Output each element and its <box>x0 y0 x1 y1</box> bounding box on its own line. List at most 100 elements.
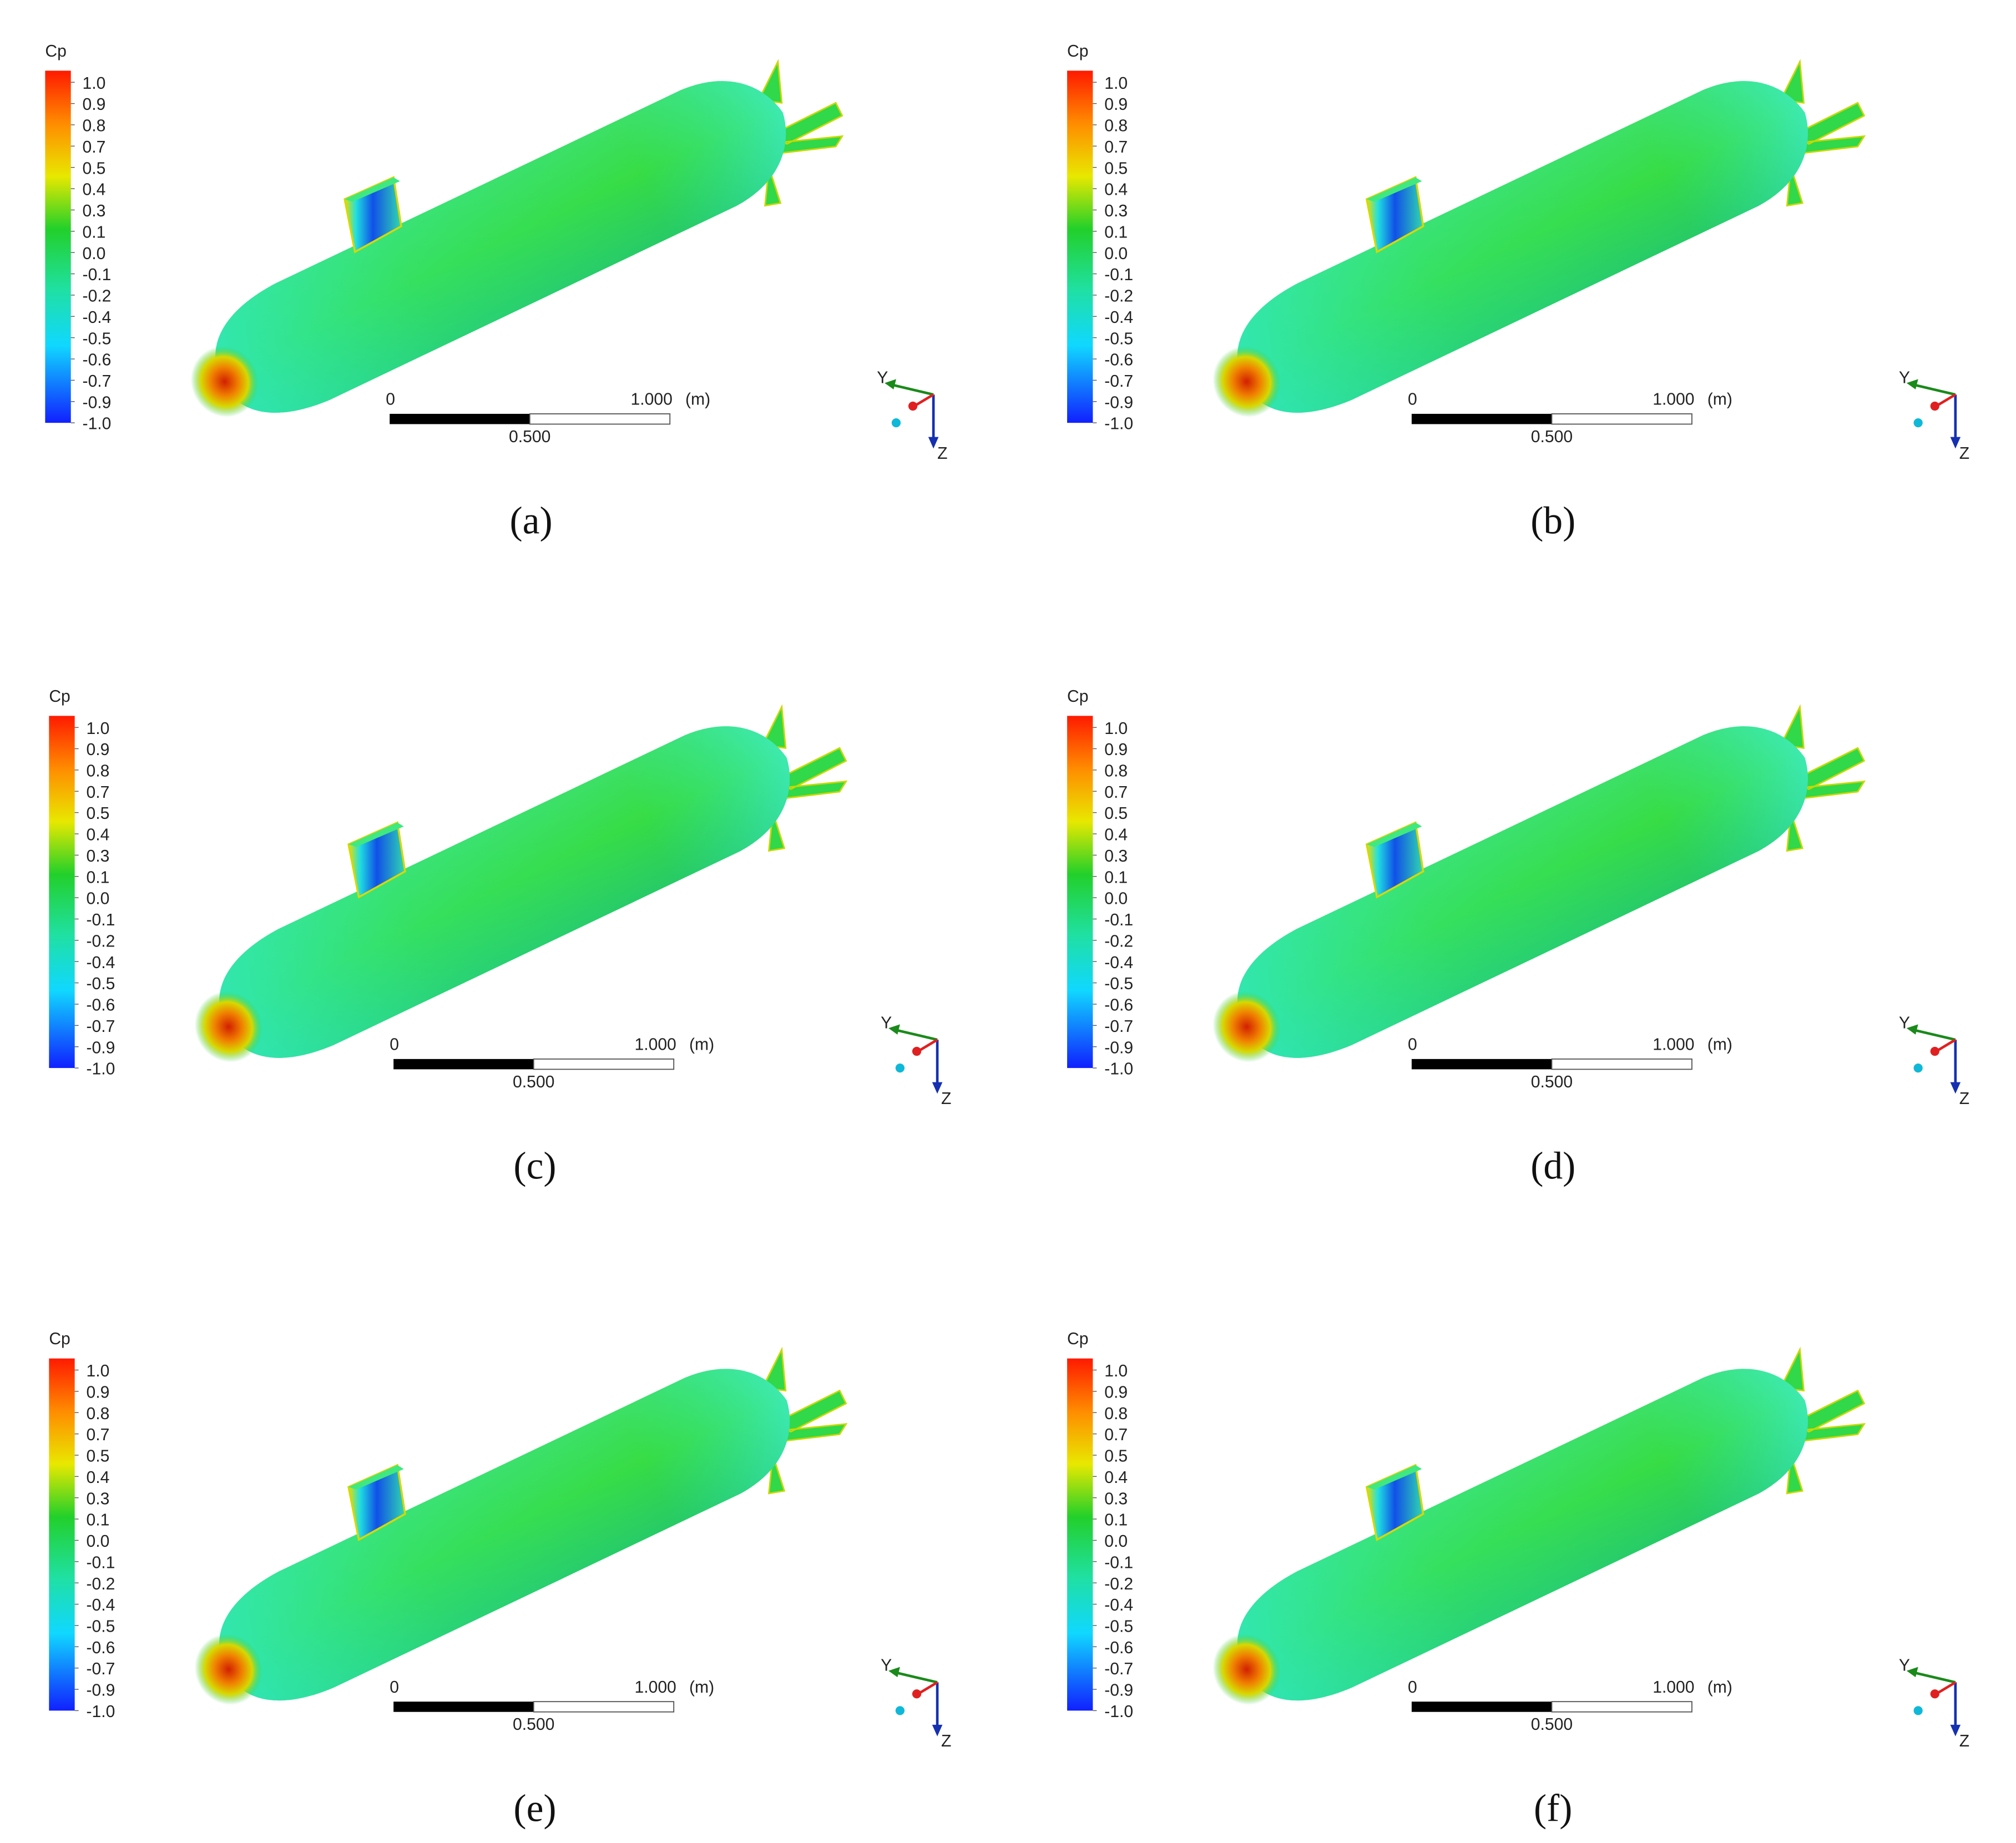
colorbar-label: 0.4 <box>1104 826 1128 844</box>
scale-bar-white <box>529 413 671 425</box>
colorbar-label: 0.4 <box>83 181 106 199</box>
submarine <box>190 59 844 417</box>
colorbar-title: Cp <box>1067 42 1089 60</box>
colorbar-label: 0.8 <box>83 117 106 135</box>
axis-z-head <box>1950 437 1961 449</box>
submarine <box>194 1346 848 1705</box>
axis-y <box>1911 383 1956 396</box>
colorbar-label: -0.7 <box>87 1660 115 1678</box>
scale-start: 0 <box>386 391 395 409</box>
colorbar <box>1067 1358 1093 1711</box>
axis-y-head <box>1906 379 1918 389</box>
caption: (a) <box>509 499 552 542</box>
axis-z-head <box>1950 1724 1961 1736</box>
scale-middle: 0.500 <box>513 1073 554 1091</box>
colorbar-label: -0.6 <box>1104 996 1133 1015</box>
origin-dot <box>895 1063 905 1073</box>
colorbar-label: -1.0 <box>87 1703 115 1721</box>
colorbar-label: 0.0 <box>87 1532 110 1551</box>
panel: Cp 1.0 0.9 0.8 0.7 0.5 0.4 0.3 0.1 0.0 -0.1 -0.2 -0.… <box>1067 1330 1969 1830</box>
panel: Cp 1.0 0.9 0.8 0.7 0.5 0.4 0.3 0.1 0.0 -0.1 -0.2 -0.… <box>49 1330 951 1830</box>
colorbar-label: 0.1 <box>87 1511 110 1530</box>
colorbar-label: -0.6 <box>1104 1639 1133 1657</box>
colorbar-label: -0.6 <box>83 351 112 369</box>
colorbar-label: 0.5 <box>87 1447 110 1466</box>
caption: (e) <box>513 1788 556 1830</box>
colorbar-label: 0.7 <box>87 783 110 802</box>
colorbar-label: -1.0 <box>1104 1703 1133 1721</box>
colorbar-label: -0.2 <box>87 1575 115 1593</box>
colorbar-label: 0.0 <box>1104 1532 1128 1551</box>
colorbar-label: 0.0 <box>1104 890 1128 908</box>
colorbar-label: 1.0 <box>1104 74 1128 93</box>
axis-y-head <box>885 379 896 389</box>
colorbar-label: -0.6 <box>87 1639 115 1657</box>
panel: Cp 1.0 0.9 0.8 0.7 0.5 0.4 0.3 0.1 0.0 -0.1 -0.2 -0.… <box>1067 687 1969 1187</box>
scale-middle: 0.500 <box>513 1715 554 1734</box>
axis-y-label: Y <box>881 1657 892 1675</box>
axis-z-label: Z <box>941 1732 951 1750</box>
sail-top <box>1366 177 1422 202</box>
caption: (b) <box>1530 499 1575 542</box>
colorbar <box>1067 70 1093 423</box>
colorbar-label: -0.2 <box>1104 1575 1133 1593</box>
colorbar-label: 0.4 <box>87 1469 110 1487</box>
colorbar-label: -0.5 <box>1104 975 1133 993</box>
axis-x-head <box>912 1046 922 1056</box>
scale-unit: (m) <box>1707 1036 1732 1054</box>
scale-bar-white <box>533 1701 675 1713</box>
sail-top <box>345 177 400 202</box>
fin <box>1779 1346 1866 1495</box>
scale-bar-white <box>1551 413 1692 425</box>
sail-top <box>348 1465 404 1490</box>
axis-x <box>1935 1039 1957 1052</box>
scale-start: 0 <box>1408 1678 1417 1697</box>
colorbar-label: -0.2 <box>87 932 115 950</box>
scale-end: 1.000 <box>1653 1678 1694 1697</box>
colorbar-label: -0.9 <box>87 1682 115 1700</box>
axis-x-head <box>912 1689 922 1699</box>
colorbar-label: 0.1 <box>87 868 110 887</box>
axis-y <box>893 1670 938 1684</box>
axis-x-head <box>1930 401 1939 411</box>
scale-unit: (m) <box>689 1036 714 1054</box>
caption: (f) <box>1534 1788 1572 1830</box>
colorbar-label: 0.1 <box>1104 223 1128 241</box>
hull <box>1212 726 1808 1062</box>
scale-bar-black <box>390 413 530 424</box>
colorbar-label: -0.9 <box>1104 393 1133 412</box>
colorbar-label: 0.1 <box>83 223 106 241</box>
nose-stagnation <box>190 346 259 417</box>
axis-x <box>917 1681 938 1695</box>
caption: (d) <box>1530 1145 1575 1187</box>
axis-y-head <box>1906 1667 1918 1678</box>
colorbar-label: 0.0 <box>1104 245 1128 263</box>
hull <box>194 726 790 1062</box>
axis-z-label: Z <box>1959 444 1969 463</box>
colorbar <box>49 716 75 1069</box>
axis-y-label: Y <box>1899 1014 1910 1032</box>
scale-start: 0 <box>1408 1036 1417 1054</box>
panel: Cp 1.0 0.9 0.8 0.7 0.5 0.4 0.3 0.1 0.0 -0.1 -0.2 -0.… <box>49 687 951 1187</box>
hull <box>190 81 786 417</box>
colorbar-label: 0.8 <box>87 762 110 781</box>
panel: Cp 1.0 0.9 0.8 0.7 0.5 0.4 0.3 0.1 0.0 -0.1 -0.2 -0.… <box>45 42 947 542</box>
colorbar-label: -0.2 <box>1104 932 1133 950</box>
colorbar-label: 0.4 <box>1104 1469 1128 1487</box>
hull <box>1212 1369 1808 1705</box>
colorbar-label: 0.7 <box>87 1426 110 1444</box>
scale-bar-white <box>1551 1058 1692 1070</box>
hull-shade <box>219 1369 790 1701</box>
colorbar-title: Cp <box>1067 687 1089 706</box>
scale-bar-black <box>393 1059 534 1070</box>
colorbar-title: Cp <box>49 687 70 706</box>
colorbar-label: 0.1 <box>1104 1511 1128 1530</box>
scale-middle: 0.500 <box>1531 1715 1573 1734</box>
scale-bar-white <box>533 1058 675 1070</box>
axis-z-label: Z <box>1959 1732 1969 1750</box>
colorbar-label: 0.9 <box>1104 741 1128 759</box>
fin <box>761 1346 848 1495</box>
axis-z-head <box>928 437 939 449</box>
scale-middle: 0.500 <box>1531 428 1573 446</box>
